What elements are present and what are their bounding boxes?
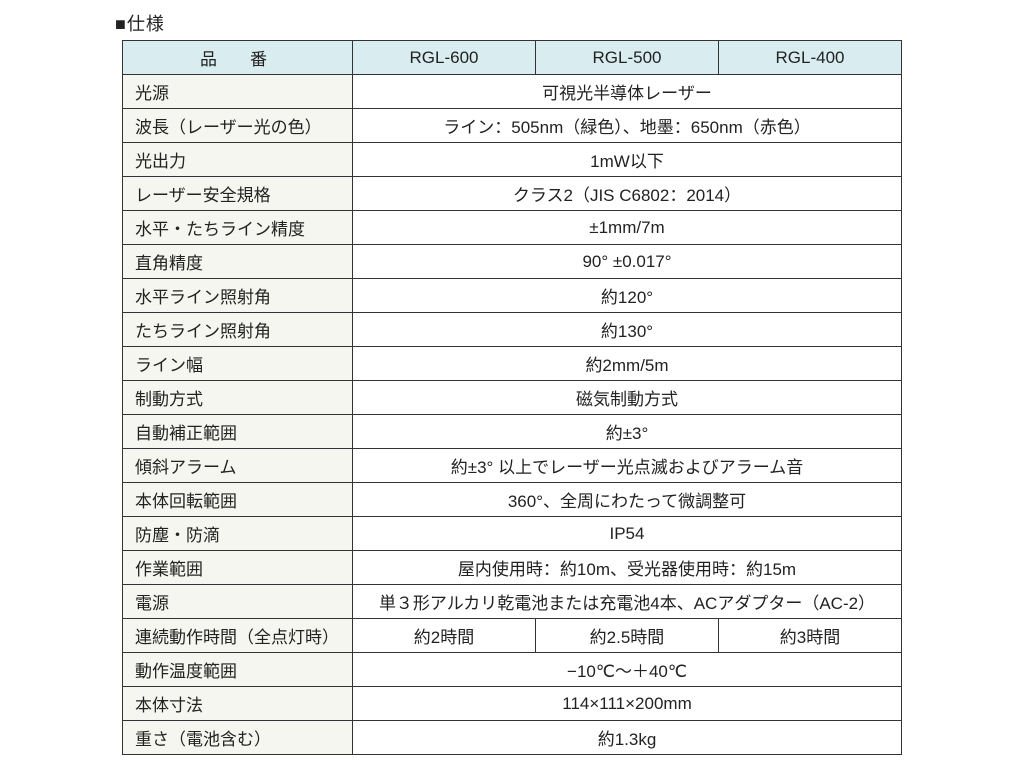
row-label: 防塵・防滴 (123, 517, 353, 551)
table-row: 傾斜アラーム約±3° 以上でレーザー光点滅およびアラーム音 (123, 449, 902, 483)
table-row: ライン幅約2mm/5m (123, 347, 902, 381)
table-row: 防塵・防滴IP54 (123, 517, 902, 551)
row-value: 約3時間 (719, 619, 902, 653)
table-row: 制動方式磁気制動方式 (123, 381, 902, 415)
row-label: ライン幅 (123, 347, 353, 381)
row-label: 傾斜アラーム (123, 449, 353, 483)
row-value: −10℃〜＋40℃ (353, 653, 902, 687)
table-row: 作業範囲屋内使用時：約10m、受光器使用時：約15m (123, 551, 902, 585)
row-value: 約±3° (353, 415, 902, 449)
row-value: 屋内使用時：約10m、受光器使用時：約15m (353, 551, 902, 585)
table-row: 光出力1mW以下 (123, 143, 902, 177)
header-label-cell: 品 番 (123, 41, 353, 75)
row-value: IP54 (353, 517, 902, 551)
row-value: 1mW以下 (353, 143, 902, 177)
row-label: 本体寸法 (123, 687, 353, 721)
row-value: クラス2（JIS C6802：2014） (353, 177, 902, 211)
table-row: 波長（レーザー光の色）ライン：505nm（緑色）、地墨：650nm（赤色） (123, 109, 902, 143)
row-label: 光源 (123, 75, 353, 109)
header-row: 品 番 RGL-600 RGL-500 RGL-400 (123, 41, 902, 75)
row-label: 制動方式 (123, 381, 353, 415)
table-row: 本体寸法114×111×200mm (123, 687, 902, 721)
row-value: 単３形アルカリ乾電池または充電池4本、ACアダプター（AC-2） (353, 585, 902, 619)
table-row: たちライン照射角約130° (123, 313, 902, 347)
row-value: 360°、全周にわたって微調整可 (353, 483, 902, 517)
row-value: 可視光半導体レーザー (353, 75, 902, 109)
table-row: 電源単３形アルカリ乾電池または充電池4本、ACアダプター（AC-2） (123, 585, 902, 619)
row-value: 約1.3kg (353, 721, 902, 755)
row-label: たちライン照射角 (123, 313, 353, 347)
table-row: 自動補正範囲約±3° (123, 415, 902, 449)
table-row: 連続動作時間（全点灯時）約2時間約2.5時間約3時間 (123, 619, 902, 653)
header-model-0: RGL-600 (353, 41, 536, 75)
table-row: 直角精度90° ±0.017° (123, 245, 902, 279)
table-row: レーザー安全規格クラス2（JIS C6802：2014） (123, 177, 902, 211)
table-row: 重さ（電池含む）約1.3kg (123, 721, 902, 755)
row-value: ±1mm/7m (353, 211, 902, 245)
row-label: 直角精度 (123, 245, 353, 279)
table-row: 水平ライン照射角約120° (123, 279, 902, 313)
row-label: 波長（レーザー光の色） (123, 109, 353, 143)
row-label: 光出力 (123, 143, 353, 177)
row-label: 自動補正範囲 (123, 415, 353, 449)
row-label: レーザー安全規格 (123, 177, 353, 211)
row-value: 約2.5時間 (536, 619, 719, 653)
table-row: 光源可視光半導体レーザー (123, 75, 902, 109)
row-label: 動作温度範囲 (123, 653, 353, 687)
row-label: 本体回転範囲 (123, 483, 353, 517)
row-label: 作業範囲 (123, 551, 353, 585)
row-value: 約2時間 (353, 619, 536, 653)
row-label: 水平・たちライン精度 (123, 211, 353, 245)
spec-title: ■仕様 (115, 10, 1004, 36)
row-value: 約120° (353, 279, 902, 313)
row-label: 重さ（電池含む） (123, 721, 353, 755)
table-row: 動作温度範囲−10℃〜＋40℃ (123, 653, 902, 687)
row-value: 114×111×200mm (353, 687, 902, 721)
row-label: 水平ライン照射角 (123, 279, 353, 313)
table-row: 本体回転範囲360°、全周にわたって微調整可 (123, 483, 902, 517)
table-row: 水平・たちライン精度±1mm/7m (123, 211, 902, 245)
spec-table: 品 番 RGL-600 RGL-500 RGL-400 光源可視光半導体レーザー… (122, 40, 902, 755)
row-value: 磁気制動方式 (353, 381, 902, 415)
row-value: 約2mm/5m (353, 347, 902, 381)
row-label: 電源 (123, 585, 353, 619)
row-label: 連続動作時間（全点灯時） (123, 619, 353, 653)
row-value: 約130° (353, 313, 902, 347)
row-value: 約±3° 以上でレーザー光点滅およびアラーム音 (353, 449, 902, 483)
header-model-1: RGL-500 (536, 41, 719, 75)
row-value: ライン：505nm（緑色）、地墨：650nm（赤色） (353, 109, 902, 143)
row-value: 90° ±0.017° (353, 245, 902, 279)
header-model-2: RGL-400 (719, 41, 902, 75)
